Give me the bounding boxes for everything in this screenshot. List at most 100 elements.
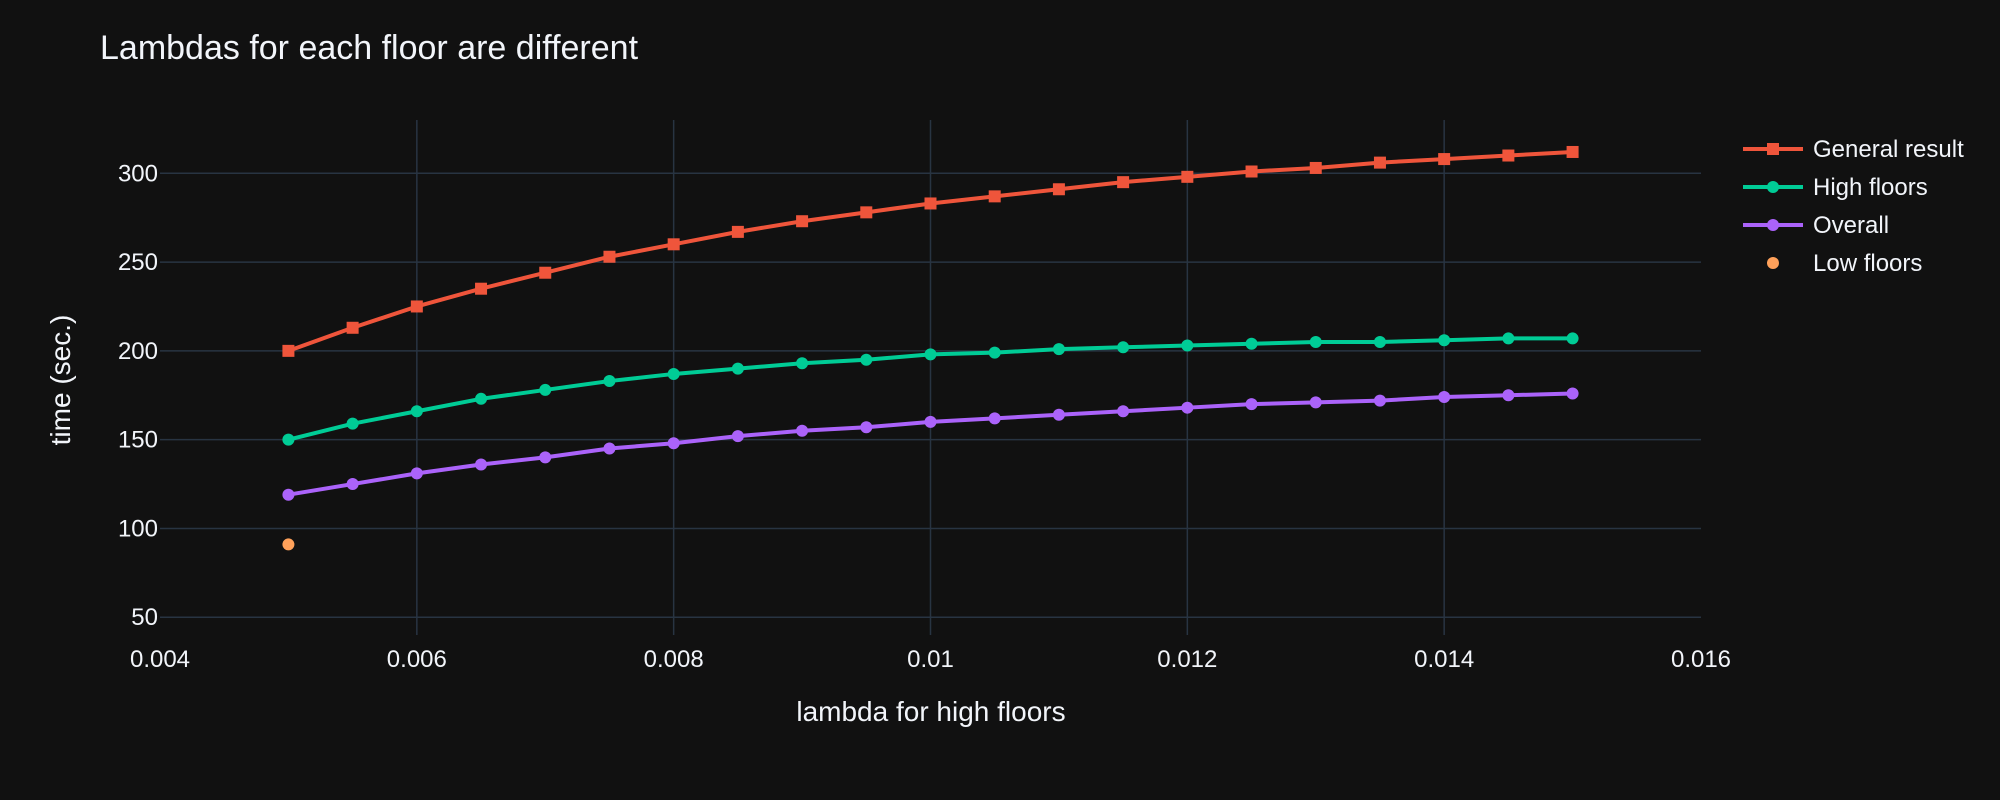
- data-point-general-result: [410, 300, 423, 313]
- x-tick-label: 0.014: [1414, 646, 1474, 673]
- data-point-high-floors: [1117, 341, 1130, 354]
- data-point-overall: [796, 424, 809, 437]
- legend-marker: [1767, 181, 1779, 193]
- data-point-high-floors: [282, 433, 295, 446]
- series-overall: [282, 387, 1579, 501]
- data-point-overall: [1181, 401, 1194, 414]
- data-point-high-floors: [346, 417, 359, 430]
- data-point-high-floors: [410, 405, 423, 418]
- legend-marker: [1767, 257, 1779, 269]
- data-point-high-floors: [603, 375, 616, 388]
- data-point-high-floors: [1309, 335, 1322, 348]
- y-tick-label: 150: [118, 427, 158, 454]
- x-axis-title: lambda for high floors: [796, 696, 1065, 727]
- data-point-high-floors: [1438, 334, 1451, 347]
- data-point-general-result: [667, 238, 680, 251]
- data-point-overall: [1245, 398, 1258, 411]
- y-axis-title: time (sec.): [45, 315, 76, 446]
- data-point-overall: [1373, 394, 1386, 407]
- legend-label: Overall: [1813, 212, 1889, 239]
- data-point-general-result: [731, 225, 744, 238]
- data-point-high-floors: [924, 348, 937, 361]
- data-point-overall: [1566, 387, 1579, 400]
- y-tick-label: 250: [118, 249, 158, 276]
- data-point-general-result: [988, 190, 1001, 203]
- data-point-overall: [667, 437, 680, 450]
- data-point-general-result: [1245, 165, 1258, 178]
- series-general-result: [282, 145, 1579, 357]
- data-point-overall: [1502, 389, 1515, 402]
- x-axis-ticks: 0.004 0.006 0.008 0.01 0.012 0.014 0.016: [130, 646, 1731, 673]
- x-tick-label: 0.012: [1157, 646, 1217, 673]
- legend-label: High floors: [1813, 174, 1928, 201]
- legend-item-low-floors: Low floors: [1767, 250, 1922, 277]
- series-high-floors: [282, 332, 1579, 446]
- data-point-high-floors: [667, 367, 680, 380]
- data-point-general-result: [1566, 145, 1579, 158]
- data-point-overall: [603, 442, 616, 455]
- data-point-high-floors: [1181, 339, 1194, 352]
- y-axis-ticks: 50 100 150 200 250 300: [118, 160, 158, 631]
- data-point-general-result: [282, 344, 295, 357]
- data-point-general-result: [603, 250, 616, 263]
- data-point-high-floors: [796, 357, 809, 370]
- data-point-overall: [860, 421, 873, 434]
- series-layer: [282, 145, 1579, 551]
- x-tick-label: 0.004: [130, 646, 190, 673]
- data-point-overall: [282, 488, 295, 501]
- x-tick-label: 0.006: [387, 646, 447, 673]
- data-point-general-result: [346, 321, 359, 334]
- data-point-overall: [1052, 408, 1065, 421]
- data-point-overall: [475, 458, 488, 471]
- data-point-overall: [539, 451, 552, 464]
- data-point-general-result: [924, 197, 937, 210]
- data-point-overall: [410, 467, 423, 480]
- legend-marker: [1767, 143, 1779, 155]
- data-point-general-result: [1502, 149, 1515, 162]
- data-point-overall: [1117, 405, 1130, 418]
- legend-item-general-result: General result: [1743, 136, 1964, 163]
- legend-marker: [1767, 219, 1779, 231]
- data-point-high-floors: [860, 353, 873, 366]
- y-tick-label: 100: [118, 515, 158, 542]
- data-point-high-floors: [475, 392, 488, 405]
- data-point-high-floors: [1566, 332, 1579, 345]
- data-point-high-floors: [1052, 343, 1065, 356]
- legend-item-high-floors: High floors: [1743, 174, 1928, 201]
- data-point-general-result: [1181, 170, 1194, 183]
- data-point-general-result: [1052, 183, 1065, 196]
- data-point-high-floors: [988, 346, 1001, 359]
- data-point-general-result: [1117, 176, 1130, 189]
- data-point-overall: [1438, 391, 1451, 404]
- legend: General result High floors Overall Low floo…: [1743, 136, 1964, 277]
- x-tick-label: 0.01: [907, 646, 954, 673]
- data-point-high-floors: [1502, 332, 1515, 345]
- data-point-general-result: [1373, 156, 1386, 169]
- data-point-high-floors: [539, 383, 552, 396]
- y-tick-label: 200: [118, 338, 158, 365]
- y-tick-label: 300: [118, 160, 158, 187]
- data-point-general-result: [1438, 153, 1451, 166]
- y-tick-label: 50: [131, 604, 158, 631]
- series-low-floors: [282, 538, 295, 551]
- data-point-low-floors: [282, 538, 295, 551]
- x-tick-label: 0.008: [644, 646, 704, 673]
- data-point-overall: [346, 478, 359, 491]
- legend-label: Low floors: [1813, 250, 1922, 277]
- data-point-general-result: [539, 266, 552, 279]
- data-point-overall: [924, 415, 937, 428]
- x-tick-label: 0.016: [1671, 646, 1731, 673]
- legend-label: General result: [1813, 136, 1964, 163]
- legend-item-overall: Overall: [1743, 212, 1889, 239]
- data-point-overall: [731, 430, 744, 443]
- data-point-general-result: [796, 215, 809, 228]
- data-point-general-result: [1309, 161, 1322, 174]
- data-point-high-floors: [731, 362, 744, 375]
- data-point-general-result: [475, 282, 488, 295]
- data-point-general-result: [860, 206, 873, 219]
- data-point-overall: [1309, 396, 1322, 409]
- data-point-overall: [988, 412, 1001, 425]
- data-point-high-floors: [1373, 335, 1386, 348]
